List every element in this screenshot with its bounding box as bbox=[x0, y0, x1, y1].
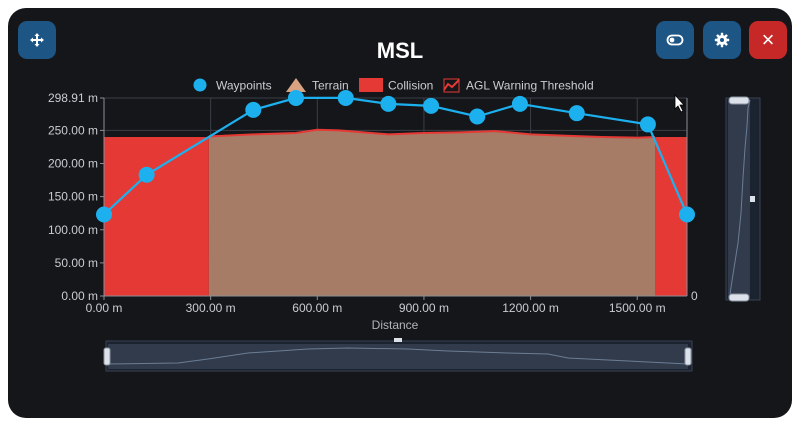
waypoints-series bbox=[96, 89, 695, 223]
legend-collision-marker bbox=[359, 78, 383, 92]
waypoint-marker[interactable] bbox=[287, 89, 304, 106]
waypoint-marker[interactable] bbox=[679, 206, 695, 223]
vertical-zoom-slider[interactable] bbox=[725, 96, 761, 302]
legend-item-collision[interactable]: Collision bbox=[359, 78, 433, 93]
x-axis-label: Distance bbox=[372, 318, 419, 332]
chart-areas bbox=[104, 128, 687, 296]
legend-terrain-label: Terrain bbox=[312, 79, 349, 93]
close-icon: × bbox=[761, 27, 775, 52]
waypoint-marker[interactable] bbox=[423, 97, 440, 114]
vertical-slider-grip[interactable] bbox=[750, 196, 755, 202]
settings-button[interactable] bbox=[703, 21, 741, 59]
collision-zone bbox=[104, 137, 209, 296]
legend-agl-label: AGL Warning Threshold bbox=[466, 79, 594, 93]
mouse-cursor-icon bbox=[674, 93, 685, 113]
legend-collision-label: Collision bbox=[388, 79, 433, 93]
x-tick-label: 1200.00 m bbox=[502, 301, 559, 315]
waypoint-marker[interactable] bbox=[380, 95, 397, 112]
toggle-button[interactable] bbox=[656, 21, 694, 59]
y-tick-label: 100.00 m bbox=[48, 223, 98, 237]
y-tick-label: 298.91 m bbox=[48, 91, 98, 105]
legend-waypoints-label: Waypoints bbox=[216, 79, 272, 93]
right-axis-zero-label: 0 bbox=[691, 289, 698, 303]
horizontal-slider-window[interactable] bbox=[108, 344, 688, 369]
y-tick-label: 0.00 m bbox=[61, 289, 98, 303]
legend-item-waypoints[interactable]: Waypoints bbox=[193, 78, 272, 93]
gear-icon bbox=[714, 32, 730, 48]
y-tick-label: 250.00 m bbox=[48, 123, 98, 137]
y-tick-label: 50.00 m bbox=[55, 256, 98, 270]
waypoint-marker[interactable] bbox=[568, 105, 585, 122]
legend-waypoints-marker bbox=[193, 78, 207, 92]
waypoint-marker[interactable] bbox=[639, 116, 656, 133]
waypoint-marker[interactable] bbox=[245, 101, 262, 118]
waypoint-marker[interactable] bbox=[469, 108, 486, 125]
y-tick-label: 200.00 m bbox=[48, 157, 98, 171]
toggle-icon bbox=[666, 34, 684, 46]
waypoint-marker[interactable] bbox=[96, 206, 112, 223]
horizontal-slider-left-handle[interactable] bbox=[103, 347, 111, 366]
horizontal-slider-right-handle[interactable] bbox=[684, 347, 692, 366]
x-tick-label: 900.00 m bbox=[399, 301, 449, 315]
close-button[interactable]: × bbox=[749, 21, 787, 59]
vertical-slider-top-handle[interactable] bbox=[728, 96, 750, 105]
chart-panel: MSL × bbox=[8, 8, 792, 418]
waypoint-marker[interactable] bbox=[138, 166, 155, 183]
horizontal-slider-grip[interactable] bbox=[394, 338, 402, 342]
legend-terrain-marker bbox=[286, 78, 306, 92]
page-title: MSL bbox=[376, 38, 424, 63]
horizontal-slider-track bbox=[105, 340, 693, 372]
terrain-area bbox=[208, 129, 656, 296]
msl-chart: Waypoints Terrain Collision AGL Warning … bbox=[48, 78, 761, 372]
waypoint-marker[interactable] bbox=[511, 95, 528, 112]
terrain-edge-line bbox=[208, 128, 656, 139]
vertical-slider-preview bbox=[729, 99, 751, 295]
chart-ticks: 0.00 m 50.00 m 100.00 m 150.00 m 200.00 m 250… bbox=[48, 91, 666, 315]
legend-item-agl-warning[interactable]: AGL Warning Threshold bbox=[443, 78, 594, 93]
waypoints-line bbox=[103, 96, 689, 216]
legend-item-terrain[interactable]: Terrain bbox=[286, 78, 349, 93]
y-tick-label: 150.00 m bbox=[48, 190, 98, 204]
x-tick-label: 0.00 m bbox=[86, 301, 123, 315]
x-tick-label: 1500.00 m bbox=[609, 301, 666, 315]
chart-legend: Waypoints Terrain Collision AGL Warning … bbox=[193, 78, 594, 93]
x-tick-label: 300.00 m bbox=[186, 301, 236, 315]
horizontal-slider-preview bbox=[107, 347, 689, 365]
move-button[interactable] bbox=[18, 21, 56, 59]
waypoint-marker[interactable] bbox=[337, 89, 354, 106]
x-tick-label: 600.00 m bbox=[292, 301, 342, 315]
vertical-slider-bottom-handle[interactable] bbox=[728, 293, 750, 302]
legend-agl-marker bbox=[443, 78, 460, 93]
move-icon bbox=[30, 33, 44, 47]
horizontal-zoom-slider[interactable] bbox=[103, 338, 693, 372]
